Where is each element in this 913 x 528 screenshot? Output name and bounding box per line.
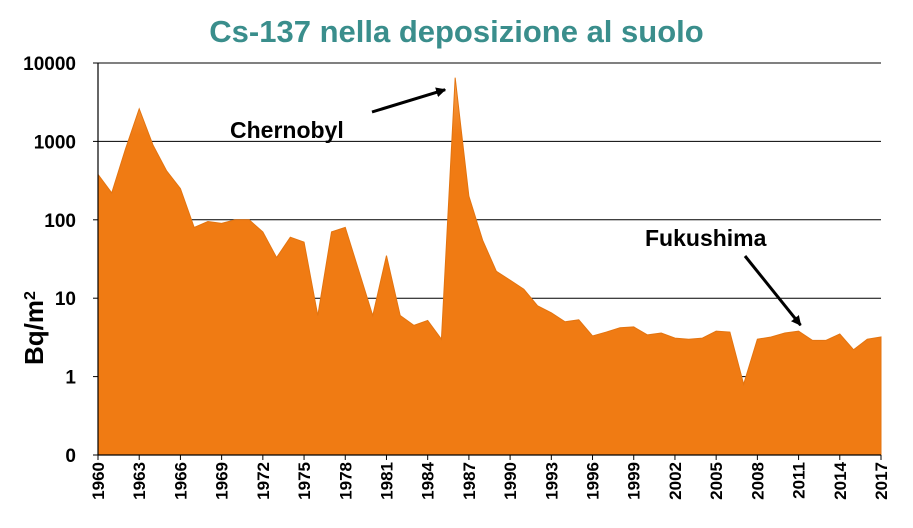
x-tick-label: 1963: [130, 462, 149, 500]
x-tick-label: 1981: [377, 462, 396, 500]
y-tick-labels: 0 1 10 100 1000 10000: [23, 54, 76, 467]
x-tick-labels: 1960 1963 1966 1969 1972 1975 1978 1981 1984 1987…: [89, 455, 891, 500]
x-tick-label: 1996: [584, 462, 603, 500]
y-axis-label: Bq/m2: [19, 291, 49, 365]
x-tick-label: 2017: [872, 462, 891, 500]
x-tick-label: 1987: [460, 462, 479, 500]
arrow-fukushima: [743, 255, 802, 327]
x-tick-label: 1969: [213, 462, 232, 500]
x-tick-label: 1966: [171, 462, 190, 500]
x-tick-label: 2008: [748, 462, 767, 500]
y-tick-label: 10000: [23, 54, 76, 75]
annotation-chernobyl: Chernobyl: [230, 117, 344, 143]
x-tick-label: 1993: [542, 462, 561, 500]
y-tick-label: 0: [65, 446, 76, 467]
chart-title: Cs-137 nella deposizione al suolo: [209, 14, 704, 49]
x-tick-label: 1972: [254, 462, 273, 500]
annotations: Chernobyl Fukushima: [230, 87, 802, 327]
y-tick-label: 10: [55, 289, 76, 310]
y-tick-label: 100: [44, 211, 76, 232]
series-area: [97, 77, 882, 456]
y-tick-label: 1: [65, 368, 76, 389]
arrow-chernobyl: [371, 87, 447, 114]
x-tick-label: 2011: [790, 462, 809, 499]
x-tick-label: 2005: [707, 462, 726, 500]
x-tick-label: 2002: [666, 462, 685, 500]
x-tick-label: 2014: [831, 461, 850, 499]
y-tick-label: 1000: [34, 132, 76, 153]
x-tick-label: 1975: [295, 462, 314, 500]
annotation-fukushima: Fukushima: [645, 225, 767, 251]
x-tick-label: 1960: [89, 462, 108, 500]
x-tick-label: 1999: [625, 462, 644, 500]
x-tick-label: 1990: [501, 462, 520, 500]
x-tick-label: 1978: [336, 462, 355, 500]
x-tick-label: 1984: [419, 461, 438, 499]
cs137-area: [97, 77, 882, 456]
axes: [97, 63, 881, 456]
